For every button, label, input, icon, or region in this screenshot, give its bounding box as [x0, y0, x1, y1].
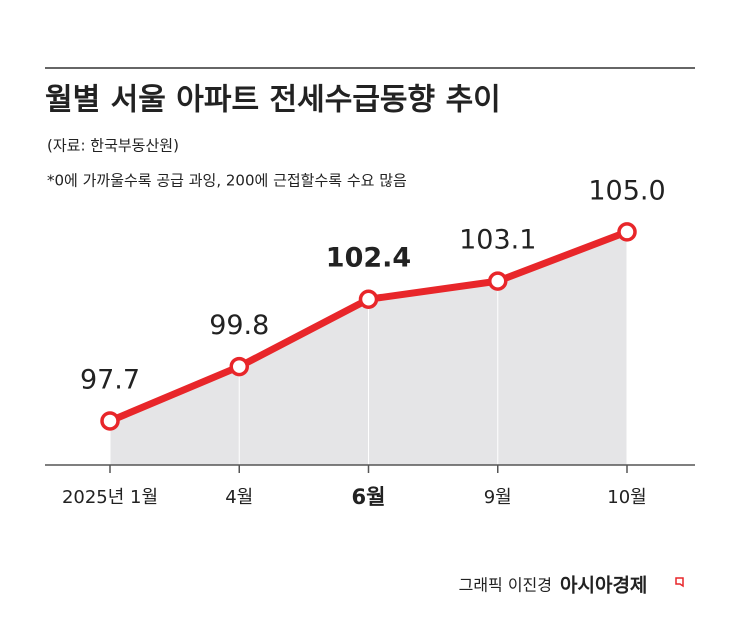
value-label: 97.7 — [80, 364, 140, 395]
point — [488, 271, 508, 291]
x-tick-label: 2025년 1월 — [62, 487, 158, 508]
publisher: 아시아경제 — [560, 575, 647, 597]
note: *0에 가까울수록 공급 과잉, 200에 근접할수록 수요 많음 — [47, 172, 407, 190]
point — [358, 289, 379, 309]
point — [617, 222, 637, 242]
value-label: 99.8 — [209, 310, 269, 341]
x-tick-label: 4월 — [225, 487, 253, 508]
source: (자료: 한국부동산원) — [47, 137, 179, 155]
publisher-logo-mark — [675, 577, 684, 588]
chart-title: 월별 서울 아파트 전세수급동향 추이 — [45, 83, 501, 118]
x-tick-label: 10월 — [607, 487, 646, 508]
x-tick-label: 6월 — [352, 485, 386, 509]
value-label: 103.1 — [459, 225, 536, 256]
value-label: 102.4 — [326, 243, 411, 274]
point — [229, 356, 249, 377]
x-tick-label: 9월 — [484, 487, 512, 508]
credit: 그래픽 이진경 — [459, 576, 552, 595]
point — [100, 411, 120, 431]
value-label: 105.0 — [588, 175, 665, 206]
